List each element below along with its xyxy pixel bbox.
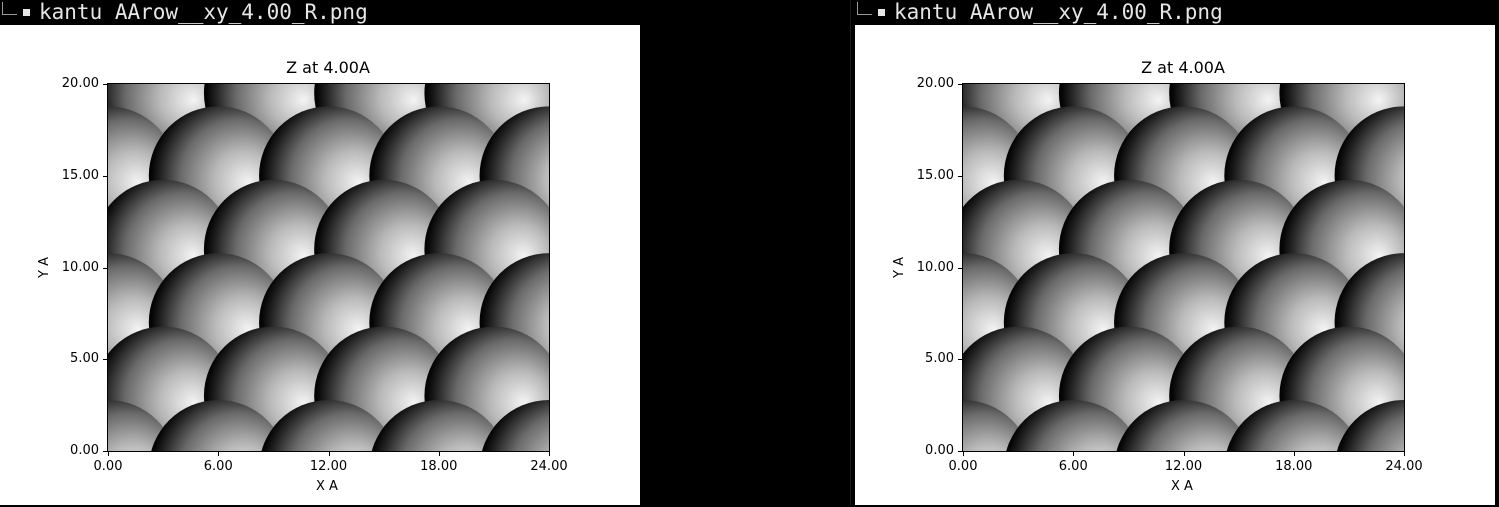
y-tick-label: 0.00 [70,443,99,458]
y-tick-mark [958,359,963,361]
bottom-rule [0,505,1499,507]
y-tick-mark [103,359,108,361]
plot-title: Z at 4.00A [286,58,370,77]
y-tick-mark [103,175,108,177]
y-tick-mark [958,175,963,177]
x-tick-mark [963,451,964,456]
x-tick-mark [1183,451,1185,456]
image-pane-right: kantu AArow__xy_4.00_R.png Z at 4.00A X … [855,0,1499,507]
window-titlebar[interactable]: kantu AArow__xy_4.00_R.png [855,0,1499,25]
tree-branch-icon [2,2,17,15]
image-pane-left: kantu AArow__xy_4.00_R.png Z at 4.00A X … [0,0,640,507]
plot-title: Z at 4.00A [1141,58,1225,77]
heatmap [963,84,1404,451]
x-tick-label: 12.00 [309,459,348,474]
window-title: kantu AArow__xy_4.00_R.png [894,0,1223,24]
x-tick-mark [1404,451,1405,456]
x-tick-label: 6.00 [1058,459,1088,474]
heatmap-sphere [1226,400,1361,451]
x-tick-label: 0.00 [93,459,123,474]
tree-branch-icon [857,2,872,15]
x-tick-mark [438,451,440,456]
y-tick-mark [958,267,963,269]
x-tick-label: 18.00 [1275,459,1313,474]
heatmap-sphere [151,400,286,451]
heatmap-frame [107,83,550,452]
heatmap-frame [962,83,1405,452]
y-tick-label: 5.00 [925,351,954,367]
x-tick-label: 12.00 [1164,459,1203,474]
heatmap-sphere [1006,400,1141,451]
y-tick-mark [958,451,963,452]
x-axis-label: X A [316,479,338,494]
y-tick-label: 10.00 [61,259,99,275]
y-tick-mark [103,267,108,269]
heatmap-sphere [261,400,396,451]
y-tick-label: 0.00 [925,443,954,458]
y-tick-label: 5.00 [70,351,99,367]
x-tick-mark [549,451,550,456]
y-tick-mark [958,84,963,85]
y-tick-label: 10.00 [916,259,954,275]
y-tick-mark [103,84,108,85]
window-title: kantu AArow__xy_4.00_R.png [39,0,368,24]
x-tick-mark [1293,451,1295,456]
y-tick-label: 15.00 [916,167,954,183]
pane-divider [850,0,851,507]
heatmap-sphere [1116,400,1251,451]
heatmap-sphere [371,400,506,451]
heatmap-sphere [482,400,549,451]
x-tick-mark [218,451,220,456]
x-tick-label: 6.00 [203,459,233,474]
x-tick-mark [108,451,109,456]
y-tick-label: 20.00 [61,76,99,91]
plot-canvas: Z at 4.00A X A Y A 0.00 5.00 10.00 15.00 20.… [855,25,1495,505]
x-tick-label: 0.00 [948,459,978,474]
plot-canvas: Z at 4.00A X A Y A 0.00 5.00 10.00 15.00 20.… [0,25,640,505]
x-axis-label: X A [1171,479,1193,494]
x-tick-mark [1073,451,1075,456]
x-tick-mark [328,451,330,456]
y-tick-mark [103,451,108,452]
x-tick-label: 24.00 [530,459,568,474]
y-tick-label: 20.00 [916,76,954,91]
x-tick-label: 24.00 [1385,459,1423,474]
x-tick-label: 18.00 [420,459,458,474]
heatmap [108,84,549,451]
y-tick-label: 15.00 [61,167,99,183]
heatmap-sphere [1337,400,1404,451]
window-titlebar[interactable]: kantu AArow__xy_4.00_R.png [0,0,640,25]
window-square-icon [23,8,30,16]
window-square-icon [878,8,885,16]
